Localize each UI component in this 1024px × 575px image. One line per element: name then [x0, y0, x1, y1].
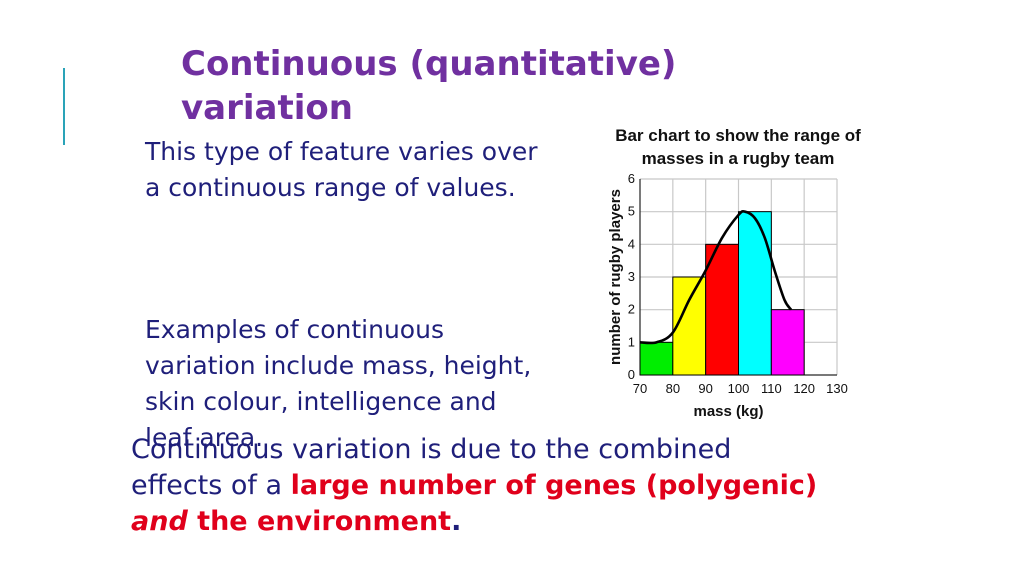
y-tick-label: 4 — [628, 236, 635, 251]
x-tick-label: 130 — [826, 381, 848, 396]
definition-paragraph: This type of feature varies over a conti… — [145, 137, 538, 202]
distribution-curve — [639, 210, 793, 345]
conclusion-genes: large number of genes (polygenic) — [290, 470, 818, 501]
conclusion-paragraph: Continuous variation is due to the combi… — [131, 432, 831, 540]
rugby-mass-chart: 0 1 2 3 4 5 6 70 80 90 100 110 120 130 mass (kg) number… — [607, 171, 848, 420]
x-tick-label: 110 — [761, 381, 782, 396]
histogram-bar — [639, 341, 674, 376]
x-tick-label: 100 — [728, 381, 750, 396]
x-tick-label: 70 — [633, 381, 647, 396]
x-tick-label: 90 — [698, 381, 712, 396]
conclusion-environment: the environment — [187, 506, 452, 537]
slide-title: Continuous (quantitative) variation — [181, 44, 677, 128]
histogram-bar — [705, 243, 739, 376]
y-axis-label: number of rugby players — [607, 189, 624, 365]
x-axis-label: mass (kg) — [693, 403, 763, 420]
x-tick-label: 80 — [666, 381, 680, 396]
y-tick-label: 1 — [628, 334, 635, 349]
conclusion-text: Continuous variation is due to the combi… — [131, 434, 732, 501]
y-tick-label: 3 — [628, 269, 635, 284]
examples-paragraph: Examples of continuous variation include… — [145, 315, 532, 452]
accent-line — [63, 68, 65, 145]
y-tick-label: 5 — [628, 204, 635, 219]
histogram-bar — [770, 309, 805, 376]
y-tick-label: 0 — [628, 367, 635, 382]
y-tick-label: 2 — [628, 302, 635, 317]
histogram-bar — [672, 276, 707, 376]
conclusion-period: . — [451, 506, 462, 537]
x-tick-label: 120 — [793, 381, 815, 396]
conclusion-and: and — [131, 506, 188, 537]
histogram-bar — [738, 211, 772, 376]
chart-title: Bar chart to show the range of masses in… — [615, 126, 861, 168]
y-tick-label: 6 — [628, 171, 635, 186]
